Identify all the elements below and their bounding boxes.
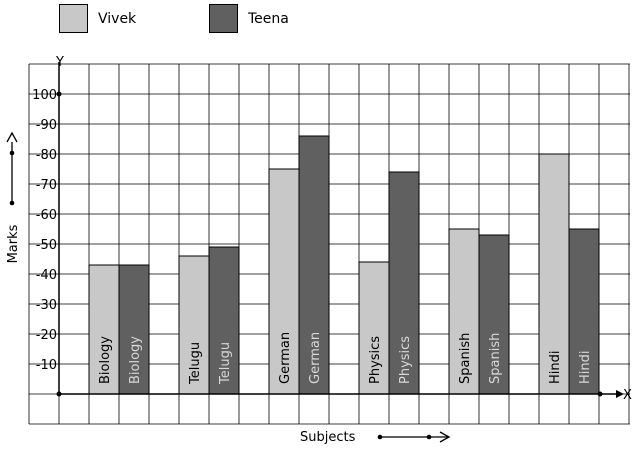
y-tick-label: -10: [36, 358, 57, 373]
legend-item-vivek: Vivek: [59, 4, 136, 33]
x-axis-title-arrow-dot: [377, 434, 383, 440]
y-tick-label: -90: [36, 118, 57, 133]
y-axis-title: Marks: [6, 224, 21, 263]
bar-label-vivek-telugu: Telugu: [188, 342, 203, 385]
legend-swatch-teena: [209, 4, 238, 33]
y-tick-label: -80: [36, 148, 57, 163]
bar-label-teena-telugu: Telugu: [218, 342, 233, 385]
legend-label-vivek: Vivek: [98, 10, 137, 27]
x-axis-letter: X: [623, 388, 632, 403]
y-tick-label: -40: [36, 268, 57, 283]
y-axis-dot: [56, 91, 62, 97]
bar-label-vivek-german: German: [278, 332, 293, 384]
y-tick-label: -50: [36, 238, 57, 253]
bar-teena-spanish: [478, 234, 510, 395]
bar-vivek-german: [268, 168, 300, 395]
bar-label-vivek-spanish: Spanish: [458, 333, 473, 384]
y-tick-label: 100: [32, 88, 57, 103]
y-tick-label: -60: [36, 208, 57, 223]
x-axis-title: Subjects: [300, 430, 356, 445]
bar-teena-telugu: [208, 246, 240, 395]
y-tick-label: -70: [36, 178, 57, 193]
y-axis-title-arrow-dot: [9, 150, 15, 156]
x-axis-title-arrow-dot: [426, 434, 432, 440]
x-axis-dot: [597, 391, 603, 397]
bar-teena-hindi: [568, 228, 600, 395]
bar-vivek-physics: [358, 261, 390, 395]
x-axis-title-arrowhead: [439, 431, 451, 443]
origin-dot: [56, 391, 62, 397]
bar-label-vivek-biology: Biology: [98, 336, 113, 384]
y-axis-title-arrow-dot: [9, 200, 15, 206]
bar-label-vivek-physics: Physics: [368, 336, 383, 384]
bar-label-teena-spanish: Spanish: [488, 333, 503, 384]
y-axis-title-arrowhead: [6, 131, 18, 143]
bar-label-vivek-hindi: Hindi: [548, 351, 563, 385]
y-tick-label: -30: [36, 298, 57, 313]
bar-teena-physics: [388, 171, 420, 395]
bar-label-teena-hindi: Hindi: [578, 351, 593, 385]
bar-label-teena-physics: Physics: [398, 336, 413, 384]
legend-swatch-vivek: [59, 4, 88, 33]
y-tick-label: -20: [36, 328, 57, 343]
y-axis-letter: Y: [55, 55, 64, 70]
x-axis-arrowhead: [616, 390, 624, 398]
bar-teena-german: [298, 135, 330, 395]
bar-teena-biology: [118, 264, 150, 395]
bar-label-teena-biology: Biology: [128, 336, 143, 384]
legend-label-teena: Teena: [248, 10, 289, 27]
legend-item-teena: Teena: [209, 4, 289, 33]
bar-label-teena-german: German: [308, 332, 323, 384]
